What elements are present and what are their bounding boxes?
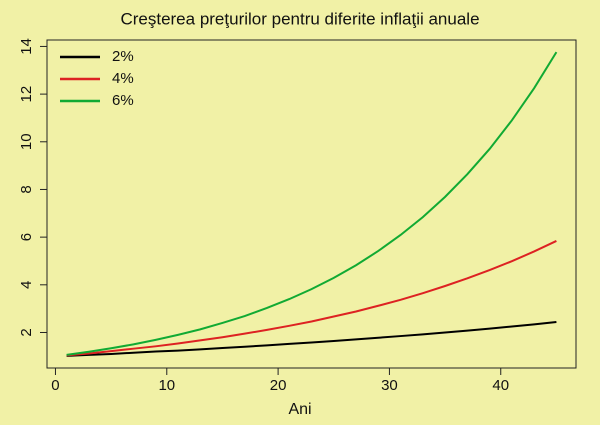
- y-tick-label: 2: [18, 328, 35, 336]
- x-tick-label: 10: [158, 377, 175, 394]
- series-line: [66, 320, 557, 357]
- chart-title: Creşterea preţurilor pentru diferite inf…: [120, 9, 479, 28]
- legend-label: 4%: [112, 70, 134, 87]
- legend-label: 6%: [112, 92, 134, 109]
- x-tick-label: 20: [270, 377, 287, 394]
- y-tick-label: 14: [18, 38, 35, 55]
- y-tick-label: 10: [18, 133, 35, 150]
- y-tick-label: 8: [18, 185, 35, 193]
- x-axis-label: Ani: [288, 401, 311, 418]
- y-tick-label: 6: [18, 233, 35, 241]
- x-tick-label: 30: [381, 377, 398, 394]
- x-tick-label: 0: [51, 377, 59, 394]
- legend-label: 2%: [112, 48, 134, 65]
- plot-frame: [46, 39, 577, 369]
- y-tick-label: 4: [18, 281, 35, 289]
- series-line: [66, 240, 557, 357]
- y-tick-label: 12: [18, 86, 35, 103]
- x-tick-label: 40: [492, 377, 509, 394]
- series-line: [66, 51, 558, 356]
